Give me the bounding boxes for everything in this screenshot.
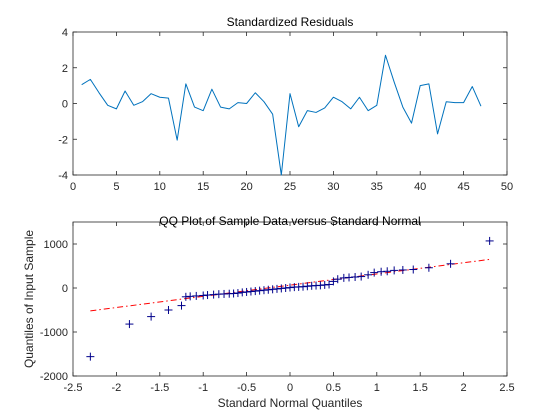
x-tick-label: 0: [70, 181, 76, 193]
data-point: [329, 277, 338, 286]
x-tick-label: -2: [112, 382, 122, 394]
data-point: [370, 268, 379, 277]
data-point: [125, 320, 134, 329]
y-axis-label: Quantiles of Input Sample: [22, 230, 36, 368]
data-point: [86, 352, 95, 361]
y-tick-label: 0: [62, 283, 68, 295]
data-point: [364, 270, 373, 279]
x-tick-label: 1: [374, 382, 380, 394]
qq-plot-chart: -2.5 -2 -1.5 -1 -0.5 0 0.5 1 1.5 2 2.5 -2000 -1000 0 1…: [22, 214, 515, 410]
x-tick-label: 40: [414, 181, 426, 193]
x-tick-label: 10: [154, 181, 166, 193]
x-tick-label: 2: [461, 382, 467, 394]
x-tick-label: 0.5: [326, 382, 341, 394]
data-point: [424, 263, 433, 272]
data-point: [192, 291, 201, 300]
x-tick-label: 25: [284, 181, 296, 193]
data-point: [325, 280, 334, 289]
x-tick-label: 30: [327, 181, 339, 193]
y-tick-label: -1000: [40, 327, 68, 339]
data-point: [383, 267, 392, 276]
x-tick-label: 2.5: [499, 382, 514, 394]
y-tick-label: -2000: [40, 371, 68, 383]
data-point: [177, 301, 186, 310]
x-tick-label: 20: [240, 181, 252, 193]
x-axis-label: Standard Normal Quantiles: [218, 396, 363, 410]
x-tick-label: -1: [198, 382, 208, 394]
data-point: [398, 265, 407, 274]
axes-box: [72, 221, 508, 377]
y-tick-label: -2: [58, 134, 68, 146]
data-point: [333, 275, 342, 284]
x-tick-label: -0.5: [237, 382, 256, 394]
y-tick-label: 1000: [44, 239, 68, 251]
x-tick-label: -1.5: [150, 382, 169, 394]
data-point: [446, 259, 455, 268]
x-tick-label: -2.5: [64, 382, 83, 394]
data-point: [233, 289, 242, 298]
data-point: [485, 236, 494, 245]
x-tick-label: 1.5: [413, 382, 428, 394]
data-point: [409, 265, 418, 274]
data-point: [357, 272, 366, 281]
x-tick-label: 0: [287, 382, 293, 394]
x-tick-label: 5: [113, 181, 119, 193]
chart-title: QQ Plot of Sample Data versus Standard N…: [159, 214, 420, 228]
residuals-chart: 0 5 10 15 20 25 30 35 40 45 50 -4 -2 0 2 4 Standardized …: [58, 15, 513, 193]
x-tick-label: 15: [197, 181, 209, 193]
y-tick-label: 0: [62, 99, 68, 111]
x-tick-label: 35: [371, 181, 383, 193]
y-tick-label: 4: [62, 27, 68, 39]
axes-box: [72, 31, 508, 176]
data-point: [390, 266, 399, 275]
x-tick-label: 50: [501, 181, 513, 193]
data-point: [164, 306, 173, 314]
y-tick-label: -4: [58, 170, 68, 182]
residual-series-line: [81, 54, 482, 176]
data-point: [147, 312, 156, 321]
x-tick-label: 45: [457, 181, 469, 193]
y-tick-label: 2: [62, 63, 68, 75]
chart-title: Standardized Residuals: [227, 15, 354, 29]
